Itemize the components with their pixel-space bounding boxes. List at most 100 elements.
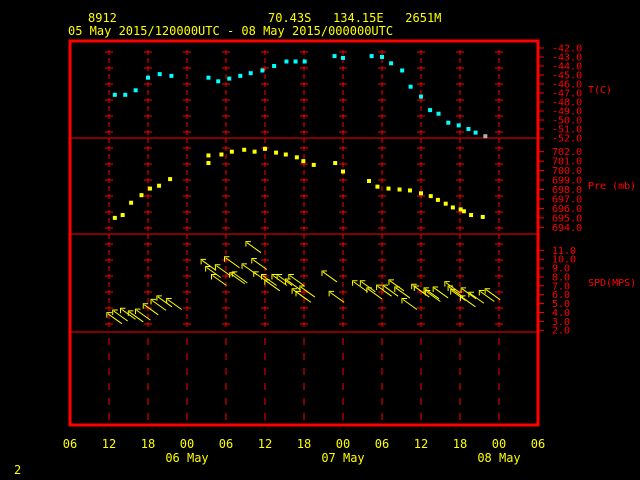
wind-arrow-head <box>224 256 230 262</box>
wind-arrow-head <box>299 285 305 292</box>
y-tick-label: 697.0 <box>552 194 582 205</box>
y-tick-label: 8.0 <box>552 272 570 283</box>
wind-arrow-head <box>328 290 335 297</box>
wind-arrow-head <box>251 258 257 264</box>
wind-arrow <box>211 274 227 286</box>
wind-arrow-shaft <box>167 299 182 310</box>
pressure-point <box>311 162 316 167</box>
temperature-point <box>284 59 289 64</box>
wind-arrow <box>352 280 368 293</box>
wind-arrow-shaft <box>272 275 288 286</box>
wind-arrow-head <box>156 295 162 301</box>
pressure-point <box>450 205 455 210</box>
y-tick-label: -47.0 <box>552 89 582 100</box>
temperature-point <box>369 54 374 59</box>
wind-arrow <box>288 274 305 286</box>
pressure-point <box>229 149 234 154</box>
x-tick-label: 12 <box>258 437 272 451</box>
pressure-point <box>367 178 371 183</box>
wind-arrow <box>264 279 281 292</box>
y-tick-label: 701.0 <box>552 157 582 168</box>
temperature-point <box>389 61 394 66</box>
wind-arrow-head <box>295 290 301 297</box>
wind-arrow-shaft <box>252 259 268 270</box>
wind-arrow <box>468 291 485 304</box>
wind-arrow-head <box>376 284 382 291</box>
wind-arrow-shaft <box>151 299 167 311</box>
y-tick-label: -49.0 <box>552 107 582 118</box>
temperature-point <box>248 71 253 76</box>
wind-arrow-shaft <box>322 271 338 283</box>
wind-arrow-head <box>432 286 439 292</box>
wind-arrow-head <box>359 280 366 286</box>
temperature-point <box>302 59 307 64</box>
wind-arrow <box>321 270 338 283</box>
y-tick-label: 6.0 <box>552 290 570 301</box>
pressure-point <box>461 209 466 214</box>
temperature-point <box>227 76 232 81</box>
y-tick-label: 700.0 <box>552 166 582 177</box>
x-day-label: 06 May <box>165 451 208 465</box>
y-tick-label: 9.0 <box>552 264 570 275</box>
x-day-label: 07 May <box>321 451 364 465</box>
temperature-point <box>400 68 405 73</box>
x-tick-label: 00 <box>336 437 350 451</box>
wind-arrow-head <box>291 288 298 294</box>
temperature-point <box>419 94 423 99</box>
wind-arrow <box>484 288 501 301</box>
temperature-point <box>483 134 488 139</box>
wind-arrow-head <box>142 303 149 309</box>
temperature-point <box>380 55 384 59</box>
wind-arrow-head <box>166 297 172 304</box>
temperature-point <box>272 64 277 68</box>
wind-arrow-head <box>253 271 259 277</box>
wind-arrow-shaft <box>415 286 430 298</box>
wind-arrow-shaft <box>107 313 123 325</box>
wind-arrow-shaft <box>445 282 461 294</box>
pressure-point <box>435 197 440 202</box>
wind-arrow-shaft <box>262 275 277 286</box>
pressure-point <box>219 152 224 157</box>
wind-arrow-shaft <box>129 311 144 323</box>
wind-arrow-shaft <box>246 242 262 254</box>
wind-arrow-head <box>200 258 207 265</box>
wind-arrow <box>106 312 123 325</box>
x-tick-label: 00 <box>492 437 506 451</box>
wind-arrow-head <box>271 274 277 280</box>
wind-arrow-head <box>321 270 327 276</box>
time-range: 05 May 2015/120000UTC - 08 May 2015/0000… <box>68 24 394 38</box>
wind-arrow-head <box>413 285 420 292</box>
x-tick-label: 18 <box>297 437 311 451</box>
wind-arrow <box>245 241 262 254</box>
wind-arrow-head <box>127 310 134 316</box>
temperature-point <box>332 54 337 59</box>
pressure-point <box>120 213 125 218</box>
temperature-point <box>112 92 117 97</box>
y-tick-label: -52.0 <box>552 134 582 145</box>
wind-arrow <box>112 309 128 322</box>
wind-arrow-head <box>444 281 450 287</box>
y-tick-label: -48.0 <box>552 98 582 109</box>
temperature-point <box>123 92 128 97</box>
wind-arrow-head <box>484 288 491 294</box>
wind-arrow <box>231 271 248 284</box>
wind-arrow <box>261 274 277 286</box>
wind-arrow <box>401 297 418 310</box>
wind-arrow <box>388 279 405 292</box>
wind-arrow <box>166 297 182 310</box>
temperature-point <box>436 111 441 116</box>
wind-arrow-shaft <box>212 275 227 286</box>
wind-arrow-shaft <box>233 272 248 284</box>
page-number: 2 <box>14 463 22 477</box>
wind-arrow-shaft <box>157 296 173 308</box>
wind-arrow-head <box>423 287 430 293</box>
wind-arrow-shaft <box>469 292 485 304</box>
pressure-point <box>294 155 299 160</box>
wind-arrow <box>366 287 383 300</box>
pressure-point <box>341 169 345 174</box>
temperature-point <box>216 79 221 84</box>
pressure-point <box>274 150 279 155</box>
wind-arrow-head <box>366 287 372 293</box>
pressure-point <box>375 184 380 189</box>
